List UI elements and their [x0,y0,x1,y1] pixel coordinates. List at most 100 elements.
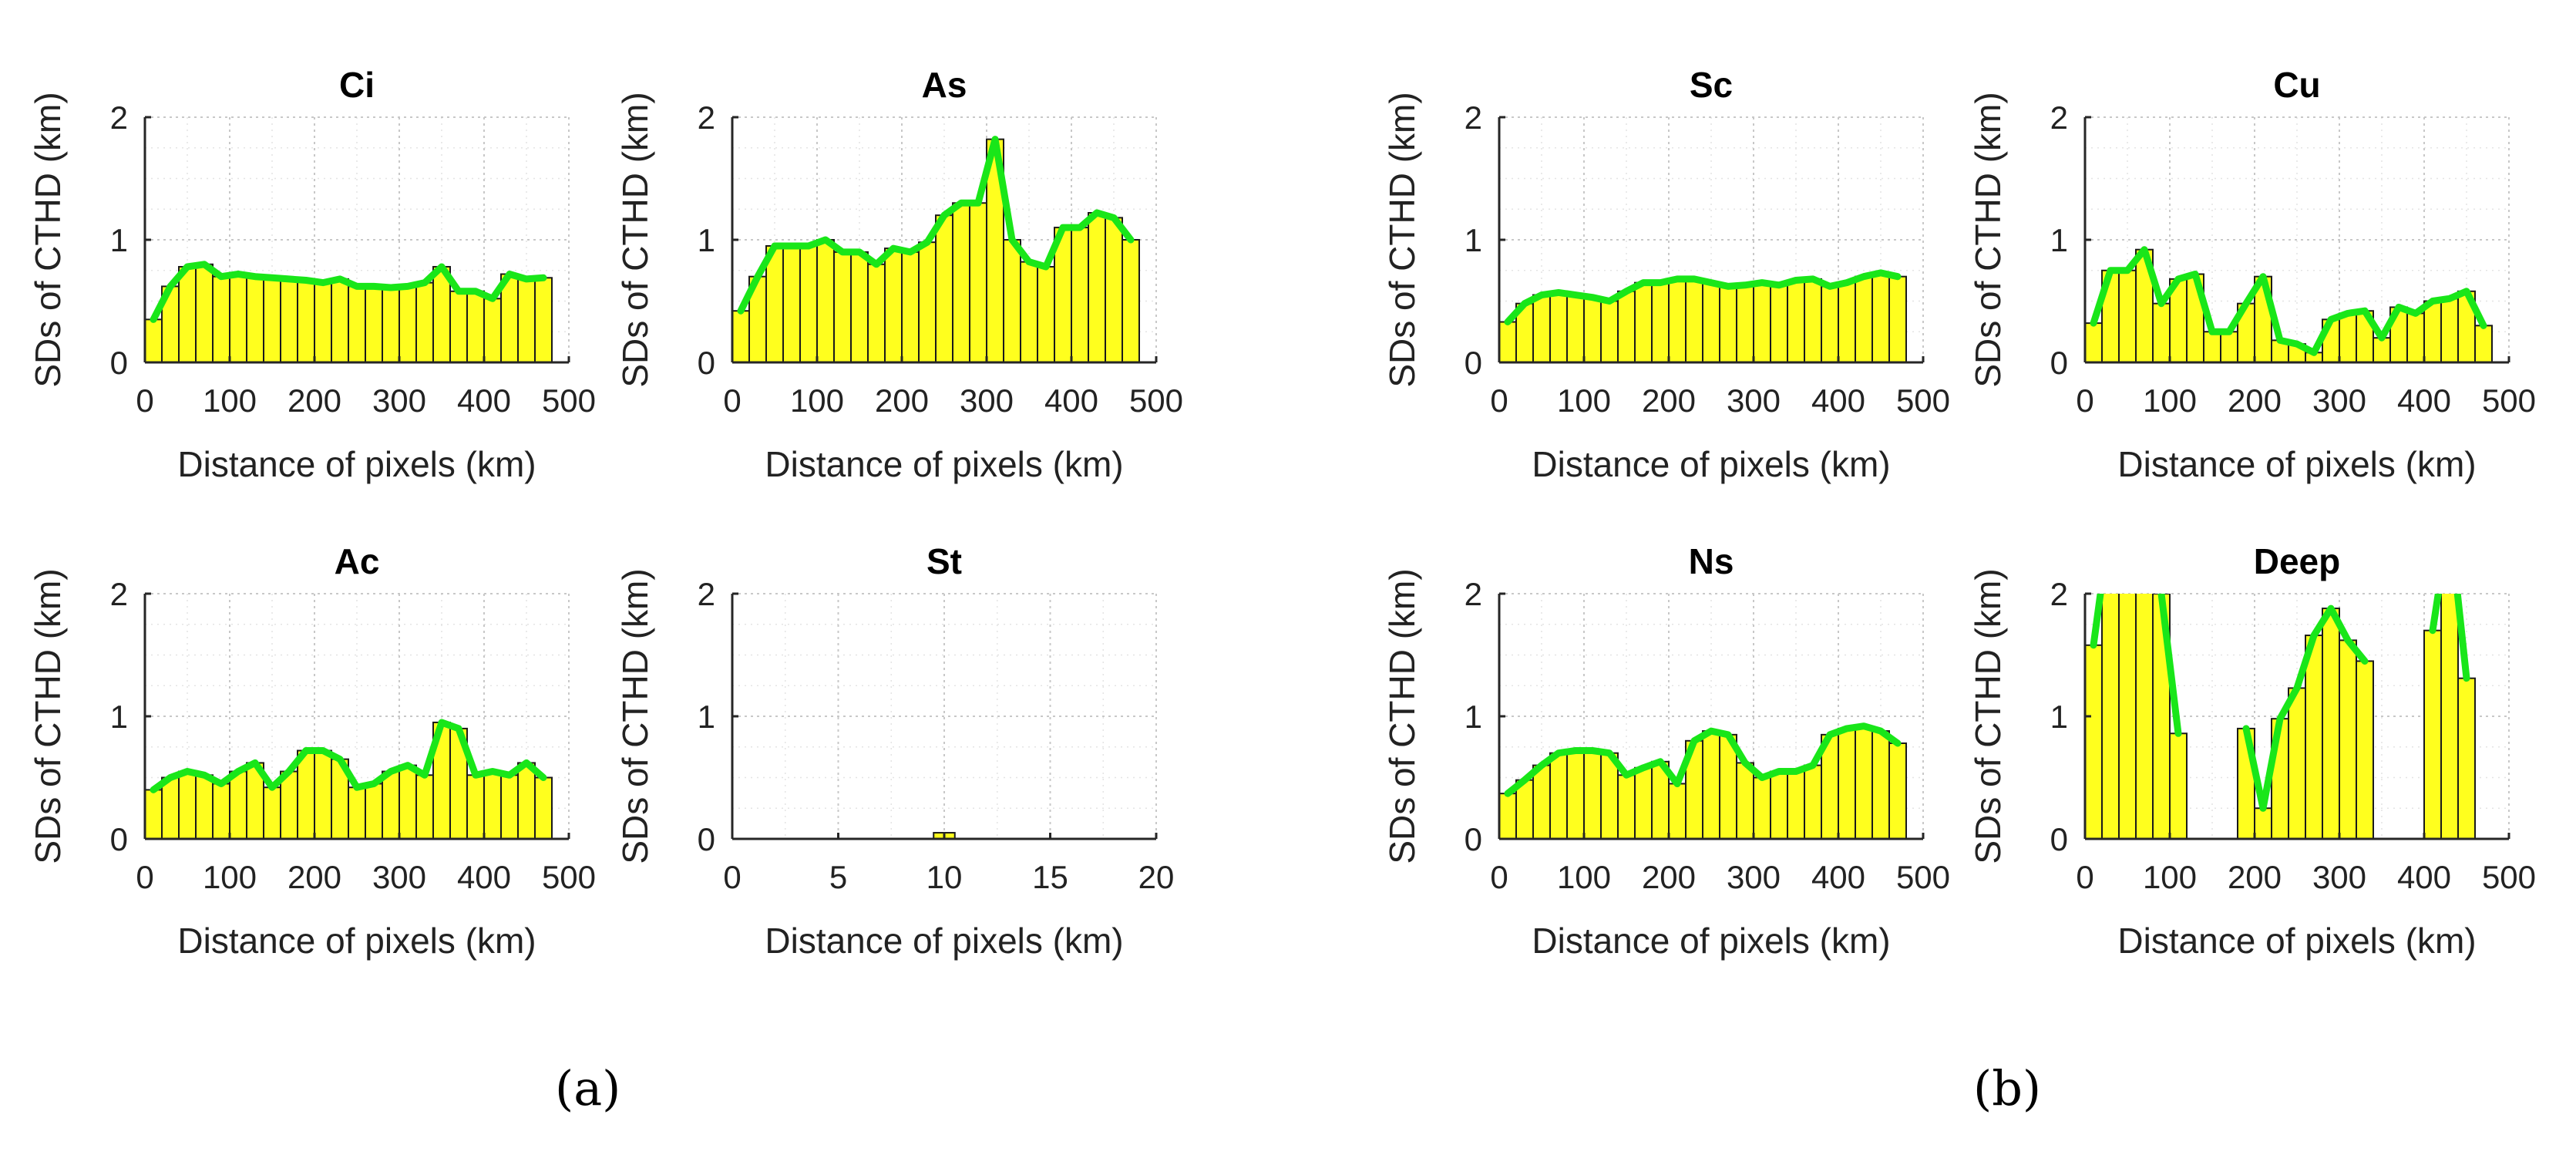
bar [229,770,247,839]
bar [2152,302,2171,362]
x-tick-label: 100 [1557,382,1611,419]
bar [1037,265,1055,362]
x-tick-label: 100 [203,859,257,895]
bar [1702,281,1720,362]
x-tick-label: 400 [457,859,511,895]
bar [145,789,163,839]
x-tick-label: 500 [1896,382,1950,419]
bar [365,783,383,839]
bar [2203,331,2221,362]
bar [1702,730,1720,839]
y-axis-label: SDs of CTHD (km) [615,92,655,387]
y-tick-label: 2 [2050,99,2068,136]
bar [816,239,835,362]
bar [466,290,485,362]
series-line [1504,722,1902,797]
bar [1736,762,1754,839]
bar [2322,608,2340,839]
bar [1888,742,1907,839]
y-tick-label: 2 [2050,576,2068,612]
bar [1549,752,1568,839]
x-tick-label: 300 [2312,382,2366,419]
y-tick-label: 1 [1465,222,1482,258]
bar [297,749,315,839]
bar [534,776,553,839]
bar [1668,278,1687,362]
x-axis-label: Distance of pixels (km) [765,921,1123,961]
bar-group [145,261,553,362]
y-axis-label: SDs of CTHD (km) [615,568,655,864]
bar [2118,269,2137,362]
bar [365,285,383,362]
bar [2169,732,2188,839]
bar [229,273,247,362]
y-axis-label: SDs of CTHD (km) [28,568,68,864]
bar [1787,770,1805,839]
bar [195,774,214,839]
subplot-title: As [922,65,967,105]
bar [246,275,264,362]
bar [1088,212,1106,362]
series-line [150,719,547,793]
y-axis-label: SDs of CTHD (km) [28,92,68,387]
bar [483,298,502,362]
x-tick-label: 300 [960,382,1014,419]
bar [2373,337,2391,362]
bar [901,251,920,362]
bar [1736,284,1754,362]
x-tick-label: 200 [1642,382,1696,419]
x-axis-label: Distance of pixels (km) [1532,921,1890,961]
x-tick-label: 300 [372,382,426,419]
bar [799,244,818,362]
bar [884,248,903,362]
bar [2220,331,2238,362]
bar [1855,725,1873,839]
series-line [737,136,1135,315]
x-tick-label: 5 [829,859,847,895]
bar [483,770,502,839]
x-tick-label: 0 [723,382,741,419]
y-tick-label: 0 [110,821,128,857]
subplot-title: Ac [335,541,380,581]
x-tick-label: 300 [1727,382,1781,419]
bar [732,310,750,362]
y-tick-label: 0 [1465,345,1482,381]
x-tick-label: 400 [2397,859,2451,895]
bar [2339,639,2357,839]
x-tick-label: 500 [1896,859,1950,895]
subplot-cu: 0 1 2 0 100 200 300 400 500 Cu Distance of pixels … [1968,65,2536,484]
x-tick-label: 300 [372,859,426,895]
subplot-sc: 0 1 2 0 100 200 300 400 500 Sc Distance of pixels … [1382,65,1950,484]
bar [1855,275,1873,362]
bar [449,290,468,362]
y-tick-label: 2 [110,576,128,612]
bar-group [2085,246,2493,362]
series-line [2090,246,2487,356]
bar [280,278,298,362]
bar [415,774,434,839]
x-tick-label: 200 [288,382,341,419]
bar [1122,239,1140,362]
y-tick-label: 0 [1465,821,1482,857]
bar [348,285,366,362]
x-tick-label: 200 [2228,382,2282,419]
y-tick-label: 2 [1465,576,1482,612]
bar [935,214,953,362]
x-tick-label: 400 [1811,859,1865,895]
x-tick-label: 100 [203,382,257,419]
bar-group [1499,269,1907,362]
x-tick-label: 0 [2076,859,2093,895]
x-axis-label: Distance of pixels (km) [177,921,536,961]
bar [2085,322,2103,362]
bar [1685,278,1703,362]
bar [415,281,434,362]
x-tick-label: 400 [457,382,511,419]
series-line [2429,594,2470,682]
bar [2254,807,2272,839]
x-tick-label: 500 [542,859,596,895]
bar [850,251,869,362]
bar [263,786,281,839]
x-axis-label: Distance of pixels (km) [765,444,1123,484]
